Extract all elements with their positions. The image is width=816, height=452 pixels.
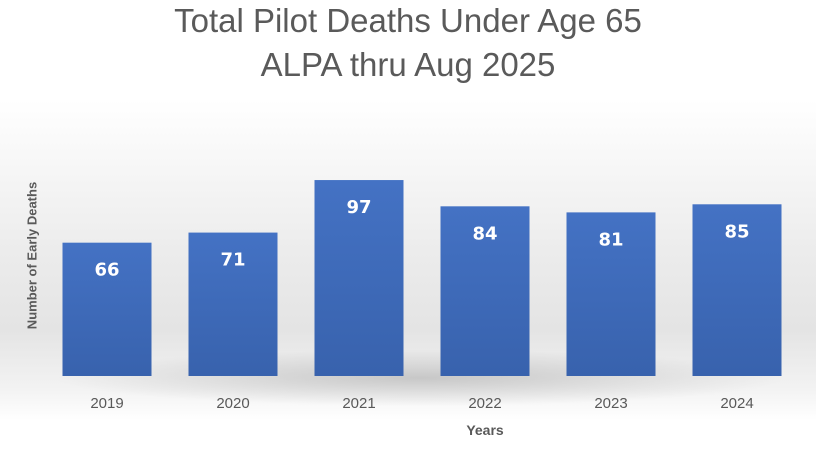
data-label: 81 <box>598 229 623 250</box>
x-tick-label: 2024 <box>720 395 753 412</box>
bar-2019 <box>62 242 152 376</box>
x-tick-label: 2021 <box>342 395 375 412</box>
x-tick-label: 2022 <box>468 395 501 412</box>
x-tick-label: 2020 <box>216 395 249 412</box>
data-label: 97 <box>346 197 371 218</box>
bar-2023 <box>566 212 656 376</box>
x-axis-label: Years <box>466 422 504 438</box>
bar-2021 <box>314 180 404 376</box>
bar-2024 <box>692 204 782 376</box>
data-label: 84 <box>472 223 497 244</box>
data-label: 85 <box>724 221 749 242</box>
x-tick-label: 2019 <box>90 395 123 412</box>
x-tick-label: 2023 <box>594 395 627 412</box>
data-label: 66 <box>94 260 119 281</box>
data-label: 71 <box>220 250 245 271</box>
bar-2022 <box>440 206 530 376</box>
chart-title: Total Pilot Deaths Under Age 65 <box>174 2 642 39</box>
chart-subtitle: ALPA thru Aug 2025 <box>260 46 556 83</box>
bar-2020 <box>188 232 278 376</box>
